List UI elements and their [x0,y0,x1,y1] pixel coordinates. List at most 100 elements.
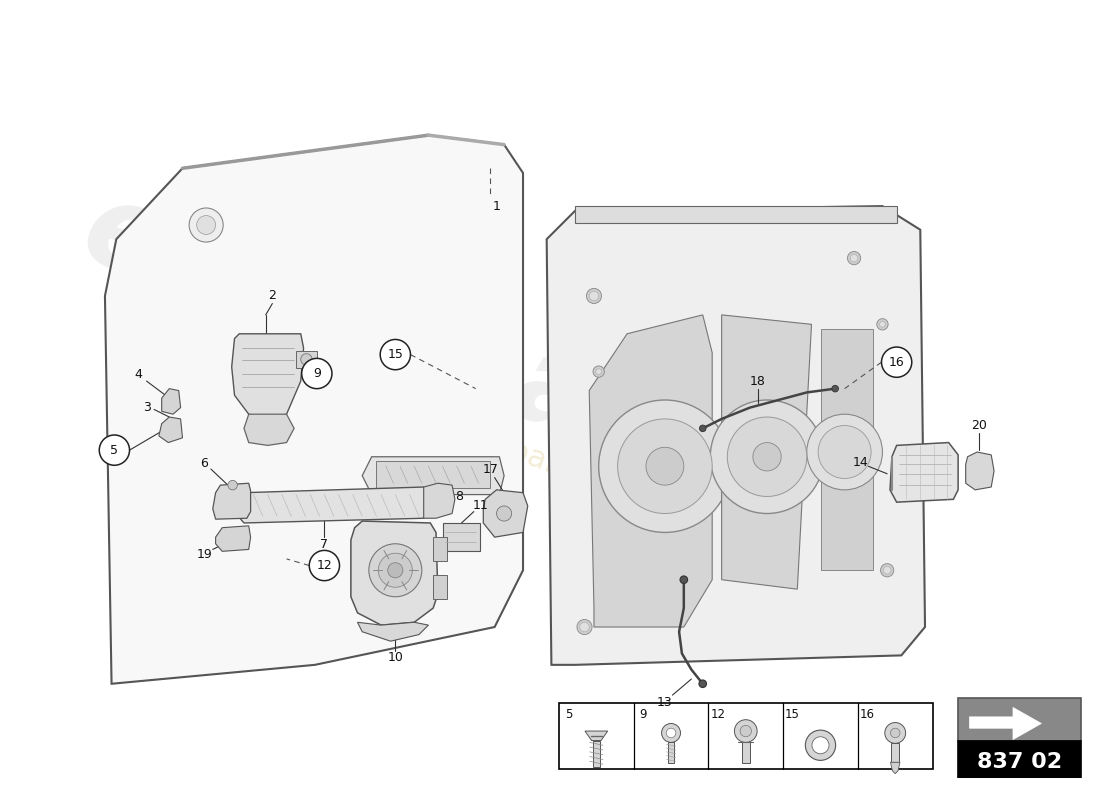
Circle shape [806,414,882,490]
Text: 12: 12 [711,707,725,721]
Circle shape [388,562,403,578]
Circle shape [818,426,871,478]
Circle shape [881,347,912,378]
Circle shape [727,417,806,497]
Polygon shape [216,526,251,551]
Text: 12: 12 [317,559,332,572]
Polygon shape [362,457,504,494]
Text: 20: 20 [971,419,987,432]
Text: 3: 3 [143,401,151,414]
Text: 14: 14 [852,456,869,469]
Text: 19: 19 [197,548,212,561]
Text: 11: 11 [473,499,488,513]
Polygon shape [958,698,1081,741]
Circle shape [700,425,706,432]
Circle shape [832,386,838,392]
Polygon shape [424,483,455,518]
Bar [442,523,481,551]
Polygon shape [547,206,925,665]
Polygon shape [244,414,294,446]
Circle shape [576,619,592,634]
Circle shape [850,254,858,262]
Polygon shape [212,483,251,519]
Bar [742,742,749,763]
Text: 7: 7 [320,538,329,551]
Circle shape [590,291,598,301]
Circle shape [580,622,590,632]
Polygon shape [585,731,607,741]
Text: 2: 2 [268,290,276,302]
Text: 10: 10 [387,650,404,664]
Circle shape [646,447,684,485]
Circle shape [378,554,412,587]
Polygon shape [162,389,180,414]
Circle shape [680,576,688,583]
Circle shape [711,400,824,514]
Circle shape [496,506,512,521]
Text: 17: 17 [483,463,498,477]
Polygon shape [238,487,428,523]
Circle shape [99,435,130,466]
Text: 15: 15 [785,707,800,721]
Text: 16: 16 [889,356,904,369]
Circle shape [661,723,681,742]
Text: eurospares: eurospares [67,171,808,534]
Circle shape [884,722,905,743]
Text: 1: 1 [493,199,500,213]
Circle shape [598,400,732,533]
Text: a passion for parts since 1985: a passion for parts since 1985 [311,364,755,550]
Bar [668,742,674,763]
Circle shape [368,544,421,597]
Circle shape [880,322,886,327]
Polygon shape [104,135,522,684]
Circle shape [881,564,894,577]
Circle shape [596,369,602,374]
Bar [433,537,448,561]
Polygon shape [722,315,812,589]
Polygon shape [969,707,1042,739]
Circle shape [593,366,604,378]
Polygon shape [966,452,994,490]
Bar [575,206,896,223]
Bar [433,575,448,598]
Polygon shape [821,329,873,570]
Circle shape [883,566,891,574]
Polygon shape [158,417,183,442]
Polygon shape [232,334,304,419]
Circle shape [300,354,312,365]
Polygon shape [351,521,438,625]
Text: 6: 6 [200,457,208,470]
Circle shape [735,720,757,742]
Text: 16: 16 [860,707,875,721]
Circle shape [189,208,223,242]
Circle shape [812,737,829,754]
Text: 4: 4 [134,368,142,381]
Circle shape [617,419,712,514]
Text: 837 02: 837 02 [977,752,1063,772]
Circle shape [698,680,706,687]
Circle shape [586,288,602,303]
Text: 8: 8 [454,490,463,503]
Circle shape [805,730,836,760]
Circle shape [309,550,340,581]
Bar [958,741,1081,783]
Bar [296,351,317,368]
Text: 18: 18 [750,374,766,387]
Polygon shape [590,315,712,627]
Circle shape [197,215,216,234]
Bar [593,741,600,767]
Text: 13: 13 [657,696,673,709]
Text: 5: 5 [110,444,119,457]
Polygon shape [358,622,428,641]
Circle shape [740,726,751,737]
Circle shape [228,480,238,490]
Bar [376,462,490,488]
Text: 9: 9 [639,707,647,721]
Bar [891,743,899,762]
Text: 9: 9 [312,367,321,380]
Text: 5: 5 [564,707,572,721]
Bar [559,702,933,769]
Circle shape [891,728,900,738]
Circle shape [877,318,888,330]
Polygon shape [891,762,900,774]
